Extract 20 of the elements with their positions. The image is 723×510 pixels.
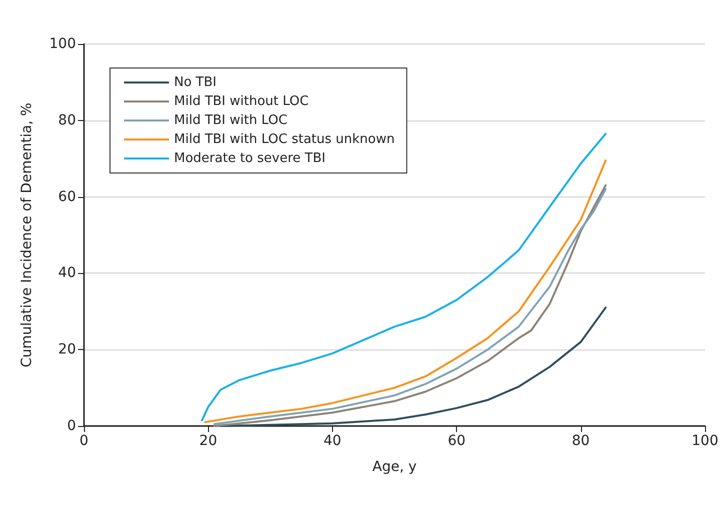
line-series [220,306,607,427]
x-tick-label: 80 [572,433,590,449]
x-tick-label: 0 [80,433,88,449]
y-tick-label: 40 [58,265,76,282]
x-axis-title: Age, y [372,459,417,475]
legend-label: Moderate to severe TBI [174,151,326,166]
legend-label: Mild TBI without LOC [174,94,309,109]
x-tick-label: 60 [448,433,466,449]
y-tick-label: 100 [49,36,76,52]
y-axis-title: Cumulative Incidence of Dementia, % [19,102,35,368]
legend-label: Mild TBI with LOC [174,113,288,128]
legend-label: Mild TBI with LOC status unknown [174,132,395,147]
y-tick-label: 80 [58,112,76,128]
y-tick-label: 20 [58,342,76,358]
x-tick-label: 100 [692,433,718,449]
x-tick-label: 40 [323,433,342,449]
y-tick-label: 0 [67,418,76,434]
x-tick-label: 20 [199,433,218,449]
legend-label: No TBI [174,75,217,90]
y-tick-label: 60 [58,188,76,205]
